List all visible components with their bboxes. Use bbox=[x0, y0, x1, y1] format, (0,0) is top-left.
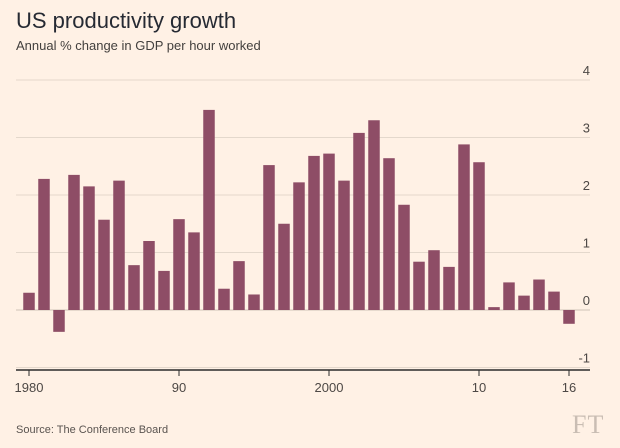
x-tick-label: 2000 bbox=[315, 380, 344, 395]
bar-2001 bbox=[338, 180, 350, 311]
bar-2004 bbox=[383, 158, 395, 310]
x-axis bbox=[16, 369, 590, 376]
bar-1986 bbox=[113, 180, 125, 311]
bar-1994 bbox=[233, 261, 245, 311]
bar-2015 bbox=[548, 291, 560, 310]
bar-2012 bbox=[503, 282, 515, 310]
bar-2014 bbox=[533, 279, 545, 310]
source-note: Source: The Conference Board bbox=[16, 424, 169, 436]
y-tick-label: 4 bbox=[583, 63, 590, 78]
y-tick-label: 1 bbox=[583, 236, 590, 251]
bar-1985 bbox=[98, 219, 110, 310]
bar-1989 bbox=[158, 270, 170, 310]
bar-1998 bbox=[293, 182, 305, 310]
x-tick-labels: 1980 90 2000 10 16 bbox=[15, 380, 577, 395]
bar-1987 bbox=[128, 265, 140, 310]
bar-2011 bbox=[488, 307, 500, 311]
x-tick-label: 1980 bbox=[15, 380, 44, 395]
y-tick-label: 3 bbox=[583, 121, 590, 136]
bar-1980 bbox=[23, 292, 35, 310]
bar-2006 bbox=[413, 261, 425, 310]
bar-2009 bbox=[458, 144, 470, 310]
bar-1997 bbox=[278, 223, 290, 310]
bar-1995 bbox=[248, 294, 260, 310]
bar-1996 bbox=[263, 165, 275, 310]
bars bbox=[23, 109, 575, 332]
bar-1988 bbox=[143, 241, 155, 310]
bar-1991 bbox=[188, 232, 200, 311]
chart-title: US productivity growth bbox=[16, 8, 237, 33]
bar-2016 bbox=[563, 310, 575, 324]
bar-2013 bbox=[518, 295, 530, 311]
bar-1984 bbox=[83, 186, 95, 311]
bar-1993 bbox=[218, 288, 230, 310]
bar-2010 bbox=[473, 162, 485, 310]
bar-1981 bbox=[38, 178, 50, 310]
bar-2008 bbox=[443, 266, 455, 311]
y-tick-labels: 4 3 2 1 0 -1 bbox=[578, 63, 590, 366]
bar-1992 bbox=[203, 109, 215, 311]
bar-2000 bbox=[323, 153, 335, 310]
x-tick-label: 90 bbox=[172, 380, 186, 395]
x-tick-label: 10 bbox=[472, 380, 486, 395]
bar-2007 bbox=[428, 250, 440, 310]
bar-1999 bbox=[308, 155, 320, 310]
bar-2003 bbox=[368, 120, 380, 310]
ft-logo: FT bbox=[572, 410, 605, 439]
x-tick-label: 16 bbox=[562, 380, 576, 395]
bar-1983 bbox=[68, 174, 80, 311]
bar-2002 bbox=[353, 132, 365, 310]
bar-2005 bbox=[398, 204, 410, 310]
y-tick-label: 2 bbox=[583, 178, 590, 193]
bar-1982 bbox=[53, 310, 65, 332]
y-tick-label: 0 bbox=[583, 293, 590, 308]
bar-1990 bbox=[173, 219, 185, 310]
chart-subtitle: Annual % change in GDP per hour worked bbox=[16, 38, 261, 53]
y-tick-label: -1 bbox=[578, 351, 590, 366]
